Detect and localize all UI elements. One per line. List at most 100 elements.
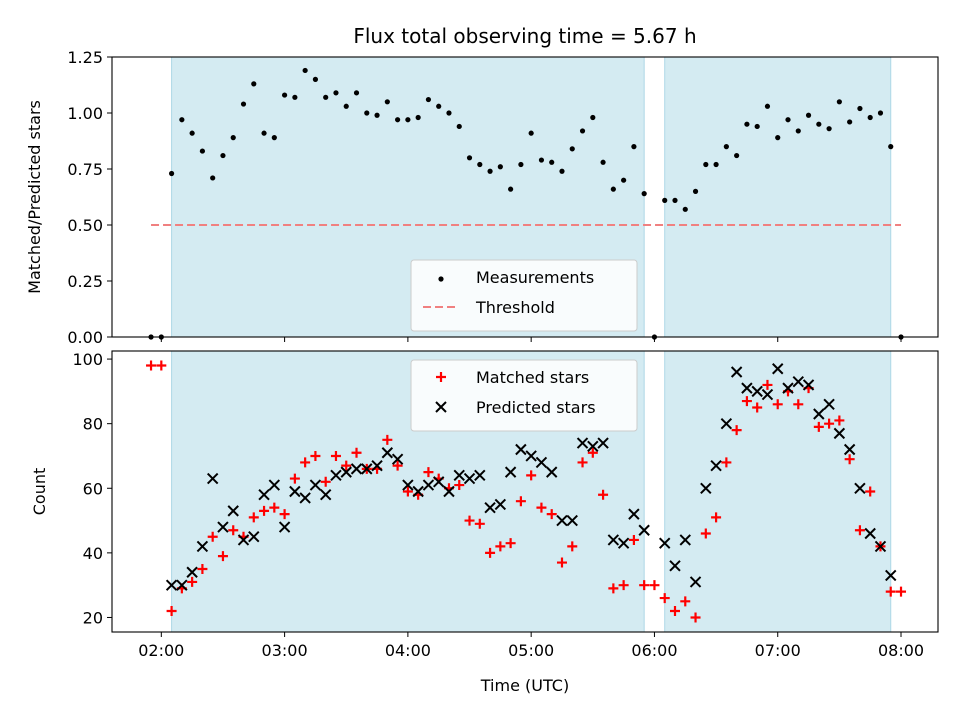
measurement-point [487,168,493,174]
measurement-point [734,152,740,159]
matched-point [813,421,824,432]
predicted-point [617,537,630,549]
legend-marker-measurement [438,276,444,282]
axes-frame [111,350,939,633]
measurement-point [877,110,884,116]
measurement-point [312,76,319,82]
measurement-point [405,117,411,123]
predicted-point [330,469,342,482]
matched-point [587,447,598,458]
matched-point [731,425,742,436]
matched-point [896,586,907,597]
predicted-point [854,482,866,494]
matched-point [854,525,865,536]
legend-box [410,259,638,332]
measurement-point [251,81,257,87]
y-tick-label: 20 [83,608,103,627]
measurement-point [569,146,575,152]
matched-point [515,496,526,507]
predicted-point [751,385,763,398]
x-tick-label: 07:00 [755,641,801,660]
measurement-point [744,121,750,127]
matched-point [300,457,311,468]
measurement-point [549,159,555,165]
measurement-point [805,112,812,118]
predicted-point [566,514,578,527]
matched-point [824,418,835,429]
measurement-point [641,191,647,197]
matched-point [474,518,485,529]
measurement-point [261,130,267,136]
y-tick-label: 40 [83,544,103,563]
y-tick-label: 80 [83,415,103,434]
matched-point [669,606,680,617]
predicted-point [381,447,394,459]
matched-point [382,434,393,445]
matched-point [228,525,239,536]
measurement-point [456,123,462,130]
predicted-point [587,440,599,452]
matched-point [834,415,845,426]
legend-label: Measurements [476,268,594,287]
predicted-point [546,466,558,478]
matched-point [289,473,300,484]
matched-point [700,528,711,539]
matched-point [146,360,157,371]
observing-span [664,56,892,338]
x-tick-label: 06:00 [631,641,677,660]
predicted-point [248,531,260,543]
predicted-point [350,463,363,475]
matched-point [166,606,177,617]
matched-point [556,557,567,568]
matched-point [639,580,650,591]
matched-point [721,457,732,468]
predicted-point [391,453,404,465]
matched-point [341,460,352,471]
x-tick-label: 02:00 [138,641,184,660]
bottom-panel: 20 40 60 80 100 Count 02:00 03:00 04:00 05:00 06:0… [30,350,939,695]
y-axis-label: Count [30,468,49,516]
matched-point [402,486,413,497]
matched-point [505,538,516,549]
measurement-point [240,101,247,107]
predicted-point [792,375,804,388]
predicted-point [371,459,383,472]
predicted-point [638,524,650,536]
y-tick-label: 60 [83,479,103,498]
predicted-point [874,540,887,553]
measurement-point [230,135,236,141]
predicted-point [165,579,178,591]
x-tick-label: 05:00 [508,641,554,660]
matched-point [752,402,763,413]
measurement-point [682,206,688,212]
predicted-point [309,479,322,491]
y-tick-label: 0.75 [67,160,103,179]
predicted-point [833,427,846,440]
measurement-point [662,197,668,203]
y-axis-label: Matched/Predicted stars [25,100,44,294]
measurement-point [189,130,195,136]
measurement-point [281,92,288,98]
matched-point [207,531,218,542]
matched-point [526,470,537,481]
predicted-point [258,489,270,501]
measurement-point [271,135,277,141]
measurement-point [703,161,709,168]
matched-point [680,596,691,607]
measurement-point [775,135,781,141]
measurement-point [610,186,616,192]
predicted-point [556,514,568,527]
measurement-point [816,121,822,127]
measurement-point [528,130,534,136]
predicted-point [278,521,291,533]
measurement-point [466,155,473,161]
predicted-point [885,569,897,582]
y-tick-label: 0.50 [67,216,103,235]
matched-point [628,534,639,545]
predicted-point [227,505,239,517]
predicted-point [535,456,548,469]
predicted-point [463,472,476,485]
measurement-point [579,128,586,134]
matched-point [351,447,362,458]
matched-point [577,457,588,468]
